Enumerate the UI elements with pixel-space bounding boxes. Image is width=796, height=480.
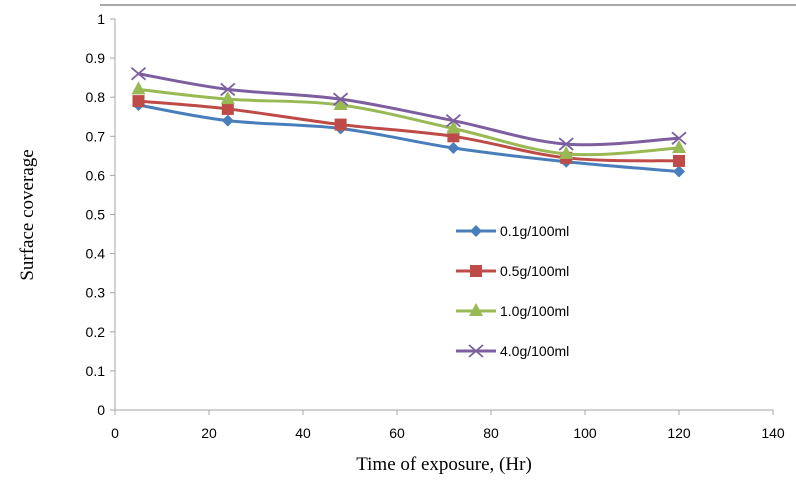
legend-marker: [469, 303, 483, 316]
x-tick-label: 100: [573, 425, 597, 441]
data-point: [334, 118, 347, 131]
y-tick-label: 0.3: [86, 285, 106, 301]
y-tick-label: 0.8: [86, 89, 106, 105]
legend-item: 0.1g/100ml: [456, 223, 569, 239]
series-3: [130, 67, 687, 151]
legend-marker: [468, 344, 484, 358]
data-point: [446, 120, 461, 134]
y-tick-label: 0: [97, 402, 105, 418]
legend: 0.1g/100ml 0.5g/100ml 1.0g/100ml 4.0g/100ml: [456, 223, 569, 359]
y-tick-label: 0.1: [86, 363, 106, 379]
series-layer: [130, 67, 687, 178]
legend-label: 1.0g/100ml: [500, 303, 569, 319]
data-point: [333, 97, 348, 111]
data-point: [131, 81, 146, 95]
legend-item: 1.0g/100ml: [456, 303, 569, 319]
x-tick-label: 40: [295, 425, 311, 441]
x-tick-label: 120: [667, 425, 691, 441]
series-2: [131, 81, 686, 159]
data-point: [673, 154, 685, 167]
data-point: [671, 131, 687, 145]
data-point: [220, 82, 236, 97]
y-tick-label: 0.6: [86, 167, 106, 183]
x-tick-label: 140: [761, 425, 785, 441]
legend-label: 4.0g/100ml: [500, 343, 569, 359]
data-point: [558, 137, 574, 151]
y-tick-label: 0.5: [86, 207, 106, 223]
x-tick-label: 60: [389, 425, 405, 441]
y-tick-label: 0.2: [86, 324, 106, 340]
data-point: [130, 67, 147, 81]
y-tick-label: 0.9: [86, 50, 106, 66]
x-tick-label: 0: [111, 425, 119, 441]
data-point: [673, 165, 685, 178]
x-tick-label: 80: [483, 425, 499, 441]
series-line: [138, 103, 680, 173]
series-1: [132, 95, 685, 167]
x-tick-label: 20: [201, 425, 217, 441]
series-line: [138, 72, 680, 147]
legend-label: 0.5g/100ml: [500, 263, 569, 279]
data-point: [132, 95, 145, 108]
y-tick-label: 1: [97, 11, 105, 27]
legend-marker: [470, 225, 482, 237]
data-point: [559, 145, 574, 159]
legend-marker: [470, 265, 482, 277]
y-axis-title: Surface coverage: [17, 149, 38, 280]
data-point: [220, 91, 235, 105]
legend-item: 0.5g/100ml: [456, 263, 569, 279]
y-tick-label: 0.4: [86, 246, 106, 262]
legend-item: 4.0g/100ml: [456, 343, 569, 359]
data-point: [445, 113, 461, 128]
y-tick-label: 0.7: [86, 128, 106, 144]
data-point: [447, 142, 460, 155]
data-point: [221, 102, 234, 115]
data-point: [333, 92, 349, 106]
axes: 0 0.1 0.2 0.3 0.4 0.5 0.6 0.7 0.8 0.9 1 0 20 40 60 80 10…: [86, 11, 785, 441]
data-point: [672, 140, 686, 154]
data-point: [221, 114, 234, 127]
legend-label: 0.1g/100ml: [500, 223, 569, 239]
x-axis-title: Time of exposure, (Hr): [356, 454, 532, 475]
